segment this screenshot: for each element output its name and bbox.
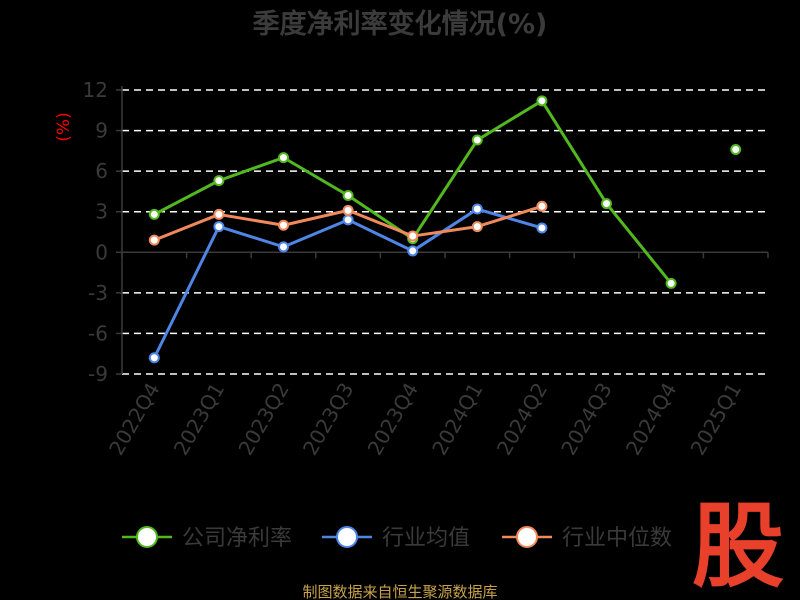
axes: [116, 86, 769, 375]
legend-marker: [516, 526, 538, 548]
series-0: [148, 95, 742, 289]
y-tick-label: 3: [95, 200, 108, 224]
y-tick-label: -3: [88, 281, 108, 305]
data-point: [278, 219, 289, 231]
x-tick-label: 2023Q4: [363, 379, 423, 460]
x-tick-label: 2024Q1: [427, 379, 487, 460]
data-point: [471, 221, 483, 233]
x-tick-label: 2023Q3: [298, 379, 358, 460]
legend[interactable]: 公司净利率 行业均值 行业中位数: [122, 526, 672, 551]
chart-title: 季度净利率变化情况(%): [253, 8, 548, 40]
data-point: [471, 134, 483, 146]
y-tick-label: -9: [88, 362, 108, 386]
y-tick-label: -6: [88, 321, 108, 345]
legend-label: 公司净利率: [182, 526, 292, 551]
data-point: [342, 204, 354, 216]
data-point: [213, 208, 225, 220]
legend-marker: [336, 526, 358, 548]
legend-label: 行业均值: [382, 526, 470, 551]
x-tick-label: 2024Q4: [621, 379, 681, 460]
data-point: [148, 234, 160, 246]
data-point: [278, 241, 289, 253]
x-tick-labels: 2022Q4 2023Q1 2023Q2 2023Q3 2023Q4 2024Q1 2024…: [104, 379, 746, 460]
data-point: [213, 221, 225, 233]
x-tick-label: 2025Q1: [686, 379, 746, 460]
data-point: [536, 200, 548, 212]
x-tick-label: 2023Q1: [169, 379, 229, 460]
data-point: [148, 208, 160, 220]
y-tick-labels: 12 9 6 3 0 -3 -6 -9: [83, 78, 108, 386]
y-tick-label: 12: [83, 78, 108, 102]
x-tick-label: 2024Q3: [556, 379, 616, 460]
data-point: [148, 352, 160, 364]
data-point: [730, 144, 742, 156]
legend-label: 行业中位数: [562, 526, 672, 551]
y-axis-label: (%): [54, 112, 74, 141]
legend-item[interactable]: 公司净利率: [122, 526, 292, 551]
series-lines: [148, 95, 742, 364]
series-1: [148, 203, 548, 364]
data-point: [342, 189, 354, 201]
data-point: [213, 175, 225, 187]
y-tick-label: 0: [95, 240, 108, 264]
data-point: [278, 152, 289, 164]
y-tick-label: 9: [95, 119, 108, 143]
series-2: [148, 200, 548, 246]
series-line: [152, 207, 543, 359]
data-point: [407, 245, 419, 257]
data-point: [407, 230, 419, 242]
legend-item[interactable]: 行业中位数: [502, 526, 672, 551]
data-point: [601, 198, 612, 210]
logo-mark: 股: [692, 493, 784, 600]
x-tick-label: 2022Q4: [104, 379, 164, 460]
data-point: [536, 222, 548, 234]
data-point: [536, 95, 548, 107]
data-point: [665, 277, 677, 289]
y-tick-label: 6: [95, 159, 108, 183]
data-point: [471, 203, 483, 215]
legend-marker: [136, 526, 158, 548]
x-tick-label: 2023Q2: [233, 379, 293, 460]
source-note: 制图数据来自恒生聚源数据库: [302, 583, 497, 600]
legend-item[interactable]: 行业均值: [322, 526, 470, 551]
x-tick-label: 2024Q2: [492, 379, 552, 460]
data-point: [342, 214, 354, 226]
